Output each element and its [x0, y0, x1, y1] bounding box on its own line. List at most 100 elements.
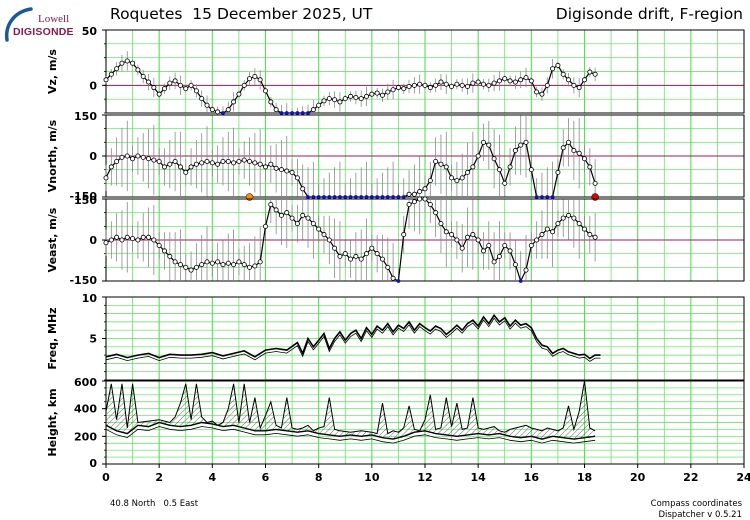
data-point	[491, 259, 497, 265]
data-point	[338, 195, 342, 199]
data-point	[221, 111, 225, 115]
data-point	[193, 161, 199, 167]
data-point	[592, 234, 598, 240]
data-point	[582, 77, 588, 83]
data-point	[322, 195, 326, 199]
data-point	[353, 95, 359, 101]
data-point	[204, 158, 210, 164]
x-tick-label: 8	[315, 471, 323, 484]
data-point	[496, 78, 502, 84]
data-point	[411, 191, 417, 197]
data-point	[369, 195, 374, 199]
y-tick-label: 400	[74, 403, 97, 416]
data-point	[135, 67, 141, 73]
data-point	[459, 245, 465, 251]
data-point	[183, 86, 189, 92]
x-tick-label: 14	[471, 471, 487, 484]
data-point	[231, 160, 237, 166]
data-point	[306, 111, 310, 115]
data-point	[374, 251, 380, 257]
height-lower-trace	[105, 421, 596, 440]
data-point	[247, 76, 253, 82]
data-point	[262, 88, 268, 94]
data-point	[396, 195, 401, 199]
x-tick-label: 24	[736, 471, 750, 484]
data-point	[247, 158, 253, 164]
data-point	[321, 232, 327, 238]
y-tick-label: 5	[89, 333, 97, 346]
data-point	[433, 158, 439, 164]
data-point	[130, 156, 136, 162]
data-point	[220, 158, 226, 164]
data-point	[140, 154, 146, 160]
data-point	[231, 99, 237, 105]
y-tick-label: 600	[74, 376, 97, 389]
data-point	[480, 139, 486, 145]
data-point	[215, 109, 221, 115]
compass-note: Compass coordinates	[650, 499, 742, 509]
data-point	[172, 78, 178, 84]
data-point	[358, 256, 364, 262]
data-point	[108, 237, 114, 243]
data-point	[114, 158, 120, 164]
data-point	[135, 237, 141, 243]
data-point	[273, 107, 279, 113]
data-point	[188, 267, 194, 273]
data-point	[540, 195, 544, 199]
data-point	[273, 207, 279, 213]
data-point	[470, 164, 476, 170]
data-point	[507, 248, 513, 254]
data-point	[188, 164, 194, 170]
data-point	[199, 96, 205, 102]
data-point	[161, 86, 167, 92]
data-point	[449, 232, 455, 238]
data-point	[321, 98, 327, 104]
data-point	[454, 237, 460, 243]
data-point	[576, 221, 582, 227]
data-point	[576, 150, 582, 156]
frequency-trace-lower	[105, 317, 601, 362]
data-point	[496, 167, 502, 173]
data-point	[193, 264, 199, 270]
data-point	[571, 148, 577, 154]
y-tick-label: 150	[74, 194, 97, 207]
data-point	[337, 253, 343, 259]
data-point	[422, 186, 428, 192]
data-point	[167, 161, 173, 167]
height-upper-trace	[105, 380, 596, 435]
data-point	[379, 256, 385, 262]
data-point	[353, 253, 359, 259]
data-point	[587, 164, 593, 170]
data-point	[300, 111, 305, 115]
data-point	[576, 85, 582, 91]
data-point	[512, 148, 518, 154]
data-point	[215, 161, 221, 167]
data-point	[161, 248, 167, 254]
data-point	[358, 96, 364, 102]
data-point	[555, 169, 561, 175]
data-point	[379, 92, 385, 98]
data-point	[374, 90, 380, 96]
data-point	[262, 164, 268, 170]
data-point	[571, 215, 577, 221]
data-point	[135, 153, 141, 159]
data-point	[124, 234, 130, 240]
data-point	[225, 260, 231, 266]
data-point	[342, 96, 348, 102]
data-point	[156, 242, 162, 248]
data-point	[130, 60, 136, 66]
data-point	[486, 142, 492, 148]
data-point	[289, 169, 295, 175]
frequency-trace	[105, 313, 601, 360]
chart-subtitle: Digisonde drift, F-region	[555, 5, 743, 23]
data-point	[268, 201, 274, 207]
data-point	[550, 229, 556, 235]
data-point	[443, 229, 449, 235]
x-tick-label: 18	[577, 471, 592, 484]
y-tick-label: 0	[89, 457, 97, 470]
data-point	[284, 168, 290, 174]
data-point	[539, 91, 545, 97]
data-point	[225, 158, 231, 164]
data-point	[566, 77, 572, 83]
